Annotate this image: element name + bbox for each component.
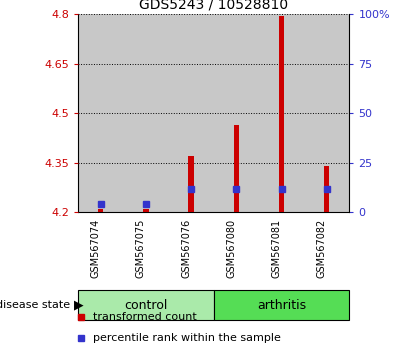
Bar: [78, 290, 214, 320]
Title: GDS5243 / 10528810: GDS5243 / 10528810: [139, 0, 288, 12]
Bar: [188, 156, 194, 212]
Bar: [324, 166, 330, 212]
Bar: [259, 14, 304, 212]
Bar: [123, 14, 169, 212]
Bar: [304, 14, 349, 212]
Text: disease state: disease state: [0, 300, 74, 310]
Text: arthritis: arthritis: [257, 299, 306, 312]
Text: percentile rank within the sample: percentile rank within the sample: [93, 332, 281, 343]
Bar: [214, 14, 259, 212]
Bar: [169, 14, 214, 212]
Bar: [98, 209, 104, 212]
Text: ▶: ▶: [74, 299, 83, 312]
Bar: [78, 14, 123, 212]
Bar: [279, 16, 284, 212]
Text: transformed count: transformed count: [93, 312, 196, 322]
Bar: [233, 125, 239, 212]
Bar: [143, 209, 149, 212]
Text: control: control: [124, 299, 168, 312]
Bar: [214, 290, 349, 320]
